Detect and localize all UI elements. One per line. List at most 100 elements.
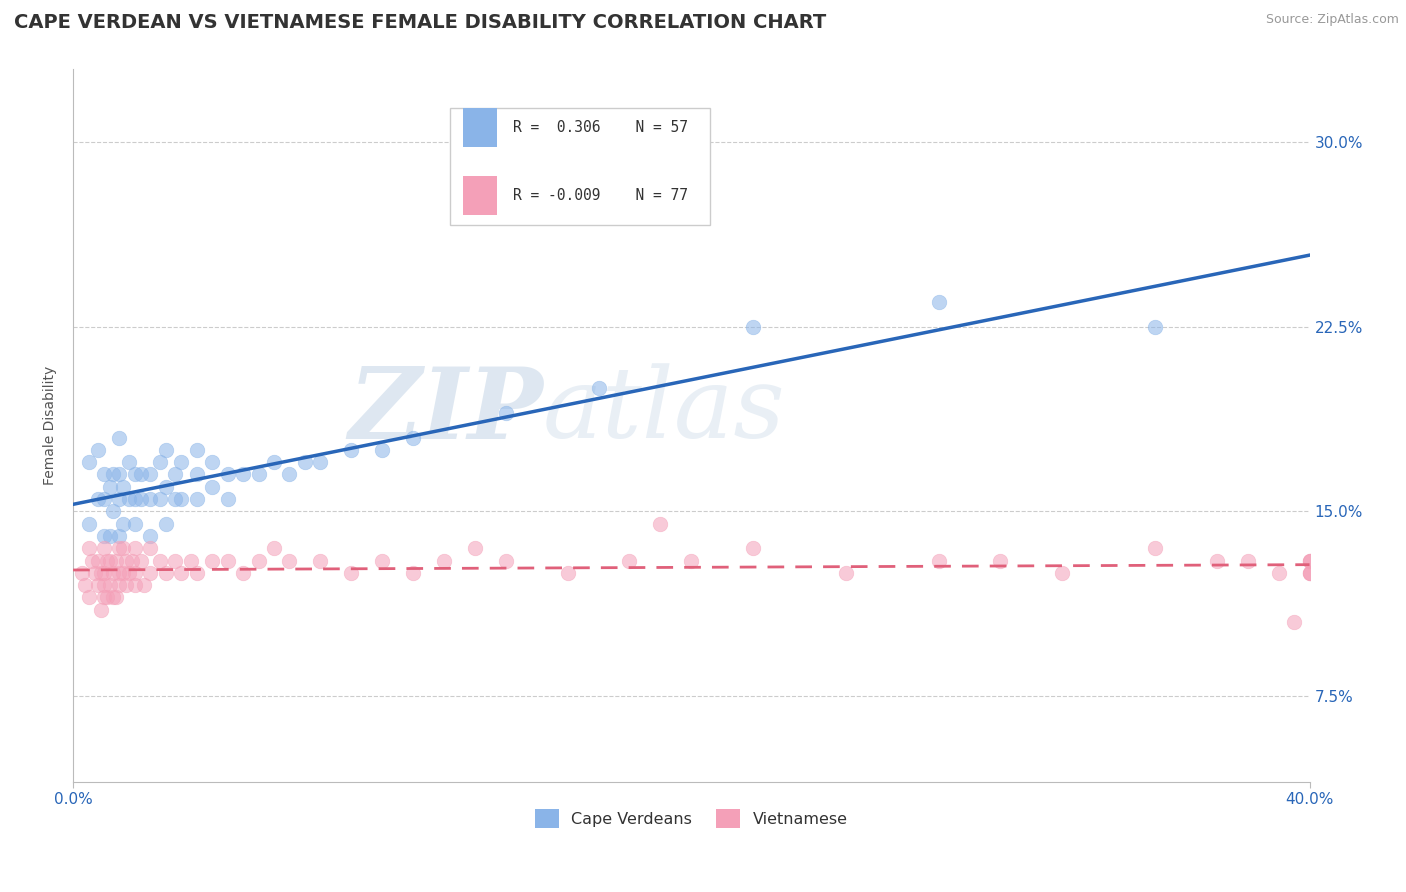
Point: [129, 467, 152, 482]
Point: [103, 566, 125, 580]
Point: [124, 566, 146, 580]
Point: [93, 529, 115, 543]
Point: [93, 578, 115, 592]
Point: [139, 529, 162, 543]
Point: [90, 566, 112, 580]
FancyBboxPatch shape: [463, 176, 498, 215]
Point: [111, 480, 134, 494]
Point: [155, 516, 177, 531]
Point: [294, 455, 316, 469]
Point: [155, 442, 177, 457]
Point: [93, 591, 115, 605]
Point: [129, 553, 152, 567]
Point: [77, 516, 100, 531]
Point: [111, 566, 134, 580]
Point: [340, 442, 363, 457]
Point: [111, 516, 134, 531]
Point: [201, 480, 224, 494]
Point: [340, 566, 363, 580]
Text: Source: ZipAtlas.com: Source: ZipAtlas.com: [1265, 13, 1399, 27]
Point: [90, 603, 112, 617]
Point: [139, 566, 162, 580]
Point: [1052, 566, 1074, 580]
Point: [495, 406, 517, 420]
Point: [105, 591, 128, 605]
Point: [98, 553, 121, 567]
Point: [155, 566, 177, 580]
Point: [928, 295, 950, 310]
Point: [87, 553, 110, 567]
Point: [83, 566, 105, 580]
Point: [263, 455, 285, 469]
Point: [309, 553, 332, 567]
Point: [186, 566, 208, 580]
Point: [75, 578, 97, 592]
Point: [96, 591, 118, 605]
FancyBboxPatch shape: [450, 108, 710, 226]
Point: [77, 591, 100, 605]
Point: [118, 566, 141, 580]
Point: [232, 467, 254, 482]
Point: [149, 455, 172, 469]
Point: [111, 541, 134, 556]
Point: [278, 467, 301, 482]
Point: [1298, 553, 1320, 567]
Point: [165, 467, 187, 482]
Point: [105, 553, 128, 567]
Point: [742, 319, 765, 334]
Point: [1143, 319, 1166, 334]
Point: [103, 504, 125, 518]
Point: [464, 541, 486, 556]
Text: CAPE VERDEAN VS VIETNAMESE FEMALE DISABILITY CORRELATION CHART: CAPE VERDEAN VS VIETNAMESE FEMALE DISABI…: [14, 13, 827, 32]
Point: [990, 553, 1012, 567]
Point: [170, 455, 193, 469]
Point: [124, 467, 146, 482]
Point: [247, 553, 270, 567]
Point: [93, 491, 115, 506]
Point: [87, 578, 110, 592]
Point: [149, 553, 172, 567]
Point: [1298, 553, 1320, 567]
Legend: Cape Verdeans, Vietnamese: Cape Verdeans, Vietnamese: [529, 803, 855, 835]
Point: [96, 553, 118, 567]
Point: [1236, 553, 1258, 567]
Point: [1205, 553, 1227, 567]
Point: [108, 578, 131, 592]
Point: [247, 467, 270, 482]
Point: [149, 491, 172, 506]
Point: [402, 431, 425, 445]
Point: [118, 455, 141, 469]
Point: [186, 467, 208, 482]
Point: [309, 455, 332, 469]
Point: [1282, 615, 1305, 629]
Point: [134, 578, 156, 592]
Text: R =  0.306    N = 57: R = 0.306 N = 57: [513, 120, 689, 135]
Point: [201, 455, 224, 469]
Point: [619, 553, 641, 567]
Point: [186, 491, 208, 506]
Text: ZIP: ZIP: [347, 363, 543, 459]
Point: [98, 578, 121, 592]
Point: [87, 442, 110, 457]
Point: [186, 442, 208, 457]
Point: [108, 491, 131, 506]
Point: [1298, 566, 1320, 580]
Point: [371, 553, 394, 567]
Point: [681, 553, 703, 567]
Point: [495, 553, 517, 567]
Text: R = -0.009    N = 77: R = -0.009 N = 77: [513, 187, 689, 202]
Point: [165, 553, 187, 567]
Point: [121, 553, 143, 567]
FancyBboxPatch shape: [463, 108, 498, 147]
Point: [1143, 541, 1166, 556]
Point: [402, 566, 425, 580]
Point: [557, 566, 579, 580]
Point: [139, 467, 162, 482]
Point: [80, 553, 103, 567]
Point: [108, 529, 131, 543]
Point: [165, 491, 187, 506]
Point: [180, 553, 202, 567]
Point: [108, 566, 131, 580]
Y-axis label: Female Disability: Female Disability: [44, 366, 58, 485]
Point: [114, 578, 136, 592]
